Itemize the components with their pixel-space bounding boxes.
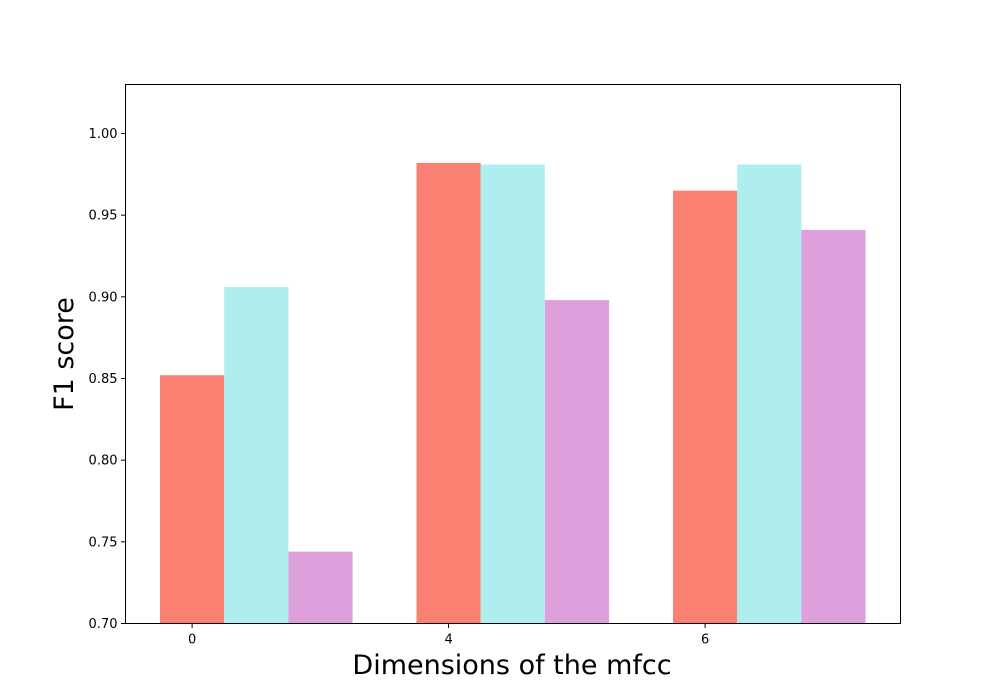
bar-0-series-2	[224, 287, 289, 624]
y-tick-label: 1.00	[89, 127, 118, 142]
y-axis: 0.70 0.75 0.80 0.85 0.90 0.95 1.00	[89, 127, 126, 632]
x-tick-label: 4	[444, 633, 452, 648]
y-tick-label: 0.90	[89, 290, 118, 305]
y-tick-label: 0.85	[89, 372, 118, 387]
x-axis: 0 4 6	[188, 623, 709, 648]
bar-6-series-1	[673, 190, 738, 624]
y-tick-label: 0.70	[89, 617, 118, 632]
plot-frame	[125, 84, 901, 624]
y-tick-label: 0.80	[89, 454, 118, 469]
bars-layer	[160, 162, 866, 624]
bar-4-series-2	[480, 164, 545, 624]
bar-6-series-2	[737, 164, 802, 624]
bar-0-series-3	[288, 551, 353, 624]
y-axis-label: F1 score	[49, 297, 80, 411]
bar-0-series-1	[160, 375, 225, 624]
x-axis-label: Dimensions of the mfcc	[352, 650, 671, 681]
y-tick-label: 0.75	[89, 535, 118, 550]
x-tick-label: 0	[188, 633, 196, 648]
x-tick-label: 6	[701, 633, 709, 648]
bar-4-series-1	[416, 162, 481, 624]
y-tick-label: 0.95	[89, 209, 118, 224]
bar-4-series-3	[544, 300, 610, 624]
bar-6-series-3	[801, 229, 866, 624]
